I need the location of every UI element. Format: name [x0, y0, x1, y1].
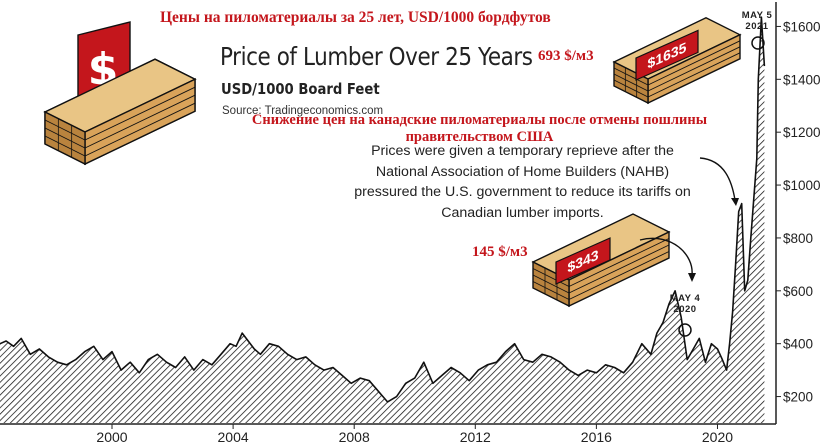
- low-marker-icon: [678, 323, 692, 337]
- chart-subtitle: USD/1000 Board Feet: [221, 80, 380, 98]
- y-tick-label: $600: [783, 284, 813, 299]
- lumber-plank-line: [568, 238, 670, 287]
- russian-title: Цены на пиломатериалы за 25 лет, USD/100…: [160, 9, 551, 26]
- price-area-fill: [0, 17, 765, 423]
- low-arrow-head: [688, 273, 696, 282]
- low-price-badge: $343: [555, 237, 611, 285]
- lumber-plank-line: [84, 86, 196, 141]
- y-tick-label: $1400: [783, 72, 820, 87]
- x-tick-label: 2012: [460, 429, 491, 443]
- peak-date-year: 2021: [745, 21, 769, 32]
- lumber-plank-line: [568, 244, 670, 294]
- lumber-plank-line: [647, 40, 741, 86]
- lumber-end-line: [532, 274, 570, 294]
- y-tick-label: $1000: [783, 178, 820, 193]
- x-tick-label: 2016: [581, 429, 612, 443]
- low-price-per-m3: 145 $/м3: [472, 244, 528, 260]
- y-tick-label: $1600: [783, 19, 820, 34]
- big-lumber-stack-overlay: [43, 58, 197, 166]
- lumber-end-line: [532, 281, 570, 300]
- russian-tariff-note: Снижение цен на канадские пиломатериалы …: [251, 112, 708, 145]
- lumber-end-line: [613, 79, 649, 98]
- lumber-plank-line: [84, 102, 196, 157]
- lumber-end-line: [44, 127, 86, 149]
- lumber-end-line: [613, 67, 649, 86]
- lumber-plank-line: [84, 94, 196, 149]
- x-tick-label: 2000: [96, 429, 127, 443]
- price-badge-bg: [635, 29, 699, 81]
- price-line: [0, 16, 766, 403]
- peak-price-per-m3: 693 $/м3: [538, 48, 594, 64]
- lumber-plank-line: [647, 52, 741, 98]
- y-tick-label: $1200: [783, 125, 820, 140]
- low-date-label: MAY 4 2020: [665, 293, 705, 315]
- tariff-arrow-head: [731, 198, 739, 206]
- x-tick-label: 2008: [339, 429, 370, 443]
- peak-date-month-day: MAY 5: [741, 10, 773, 21]
- low-date-month-day: MAY 4: [669, 293, 701, 304]
- y-tick-label: $400: [783, 337, 813, 352]
- lumber-plank-line: [568, 251, 670, 300]
- y-tick-label: $800: [783, 231, 813, 246]
- low-date-year: 2020: [673, 304, 697, 315]
- low-arrow-icon: [639, 237, 693, 276]
- x-tick-label: 2004: [218, 429, 249, 443]
- peak-date-label: MAY 5 2021: [737, 10, 777, 32]
- tariff-annotation: Prices were given a temporary reprieve a…: [354, 143, 691, 221]
- price-badge-bg: [555, 237, 611, 285]
- lumber-end-line: [613, 73, 649, 92]
- chart-title: Price of Lumber Over 25 Years: [220, 42, 533, 71]
- x-tick-label: 2020: [702, 429, 733, 443]
- lumber-end-line: [44, 135, 86, 157]
- source-note: Source: Tradingeconomics.com: [222, 105, 384, 117]
- lumber-end-line: [44, 119, 86, 141]
- lumber-end-line: [532, 268, 570, 287]
- tariff-arrow-icon: [699, 157, 736, 201]
- y-tick-label: $200: [783, 390, 813, 405]
- peak-marker-icon: [751, 36, 765, 50]
- lumber-plank-line: [647, 46, 741, 92]
